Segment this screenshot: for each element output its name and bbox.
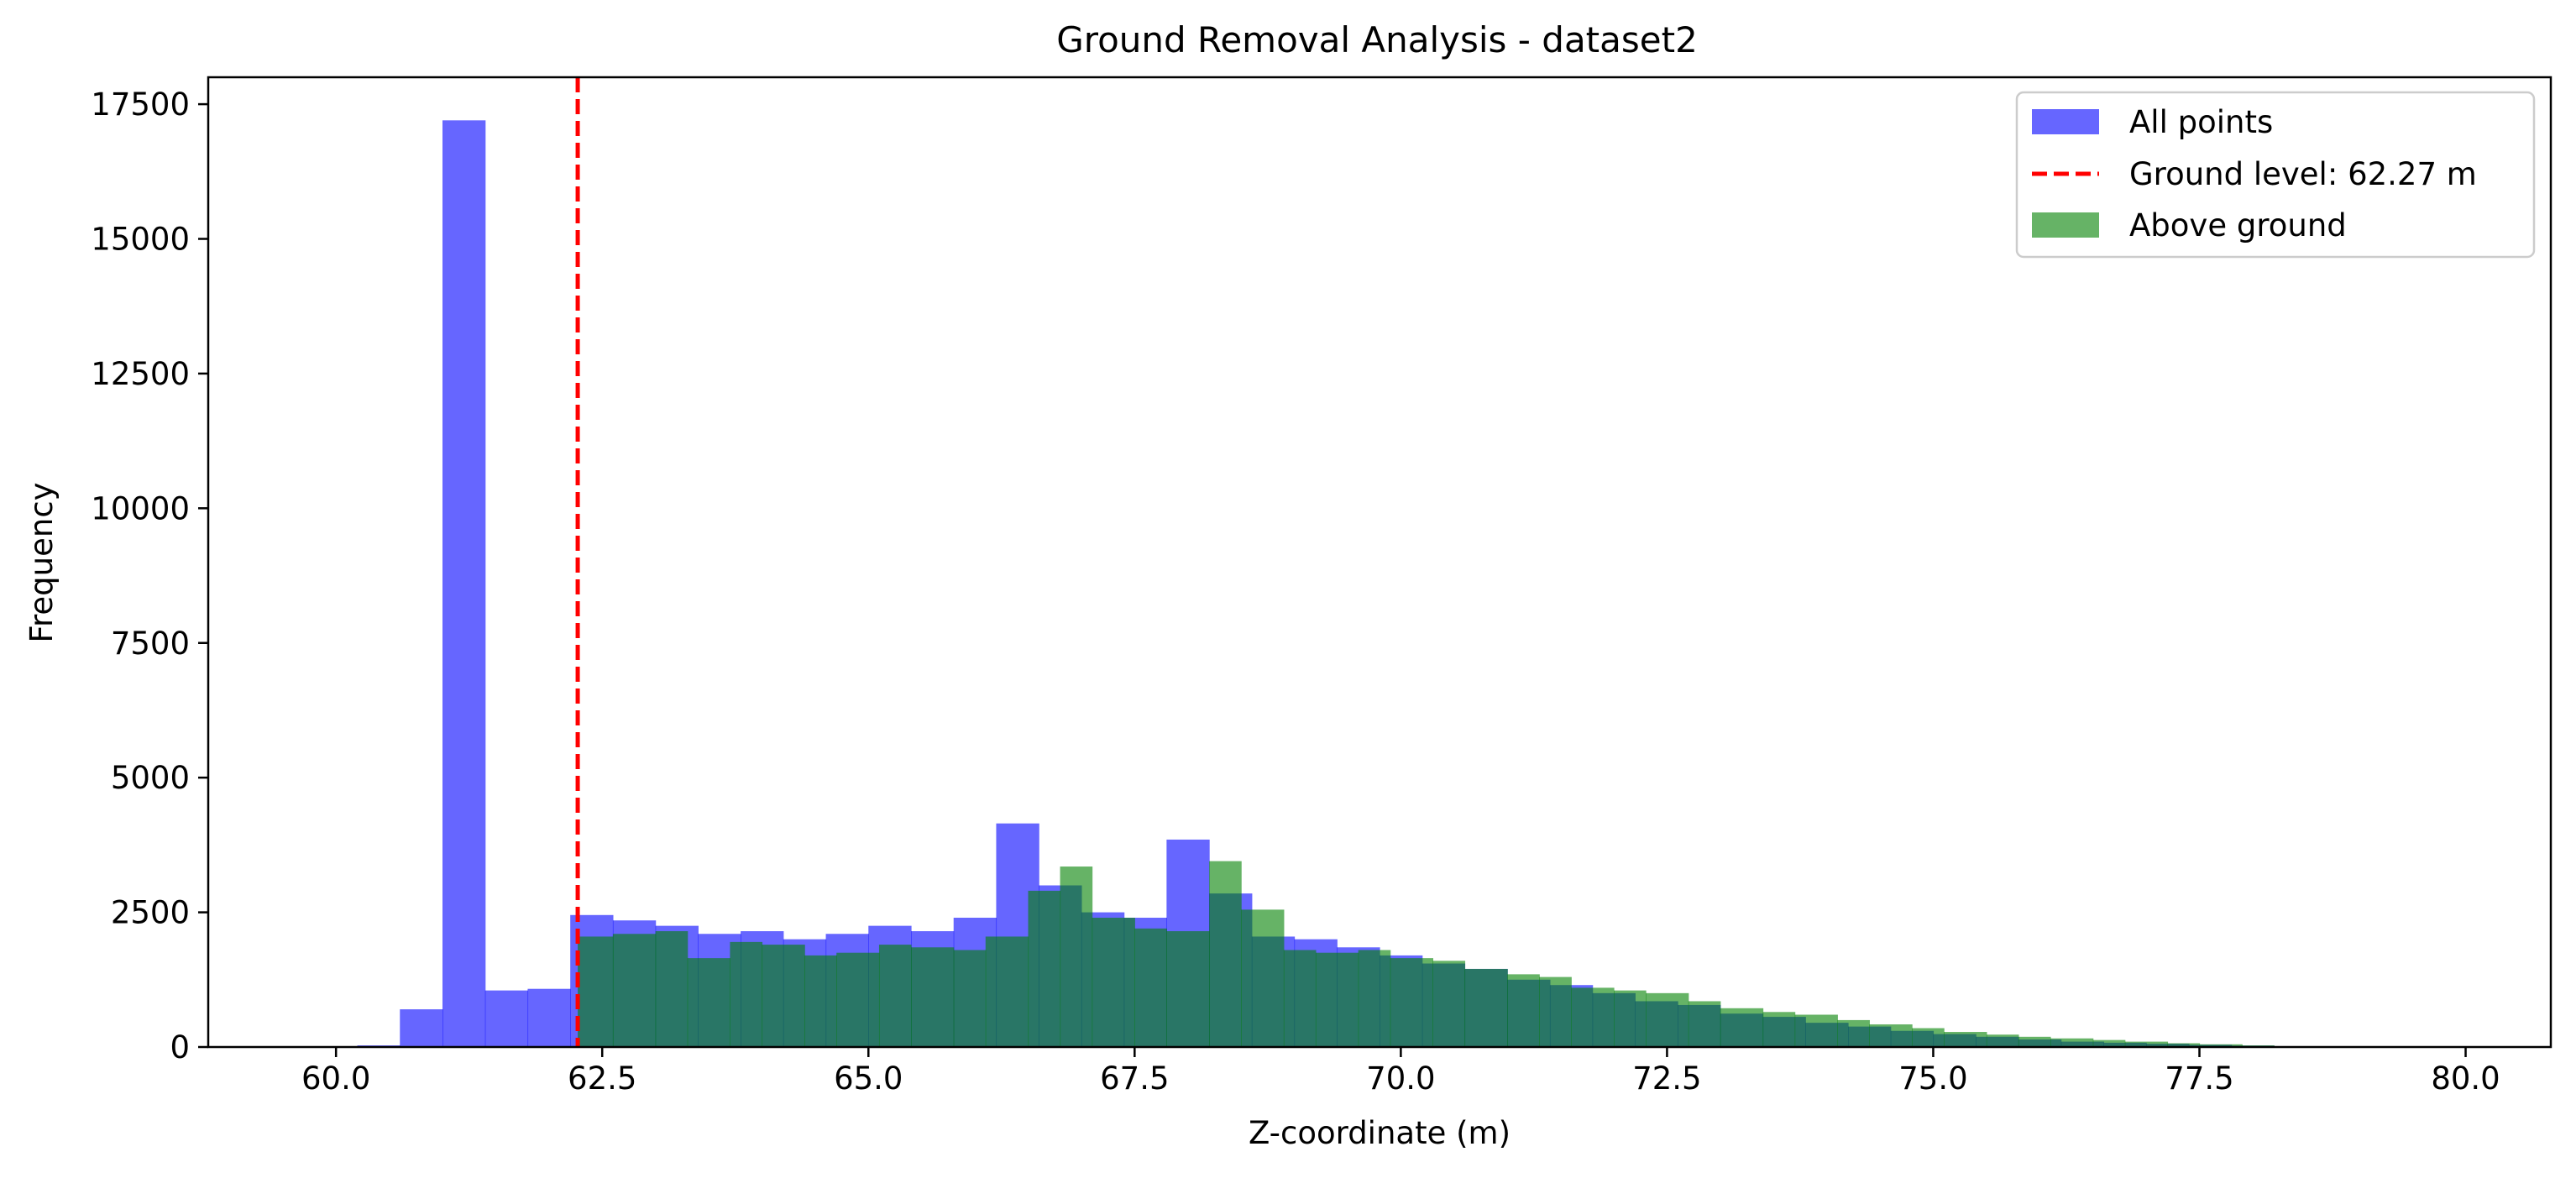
legend-swatch-all-points xyxy=(2032,109,2099,134)
above-ground-bar xyxy=(1432,961,1466,1047)
above-ground-bar xyxy=(1794,1014,1838,1047)
legend-label-all-points: All points xyxy=(2129,104,2273,140)
above-ground-bar xyxy=(2167,1043,2201,1047)
y-axis-ticks: 0 2500 5000 7500 10000 12500 15000 17500 xyxy=(91,86,208,1065)
y-tick-label: 5000 xyxy=(111,760,190,796)
y-tick-label: 15000 xyxy=(91,222,190,258)
y-tick-label: 2500 xyxy=(111,895,190,931)
x-tick-label: 62.5 xyxy=(568,1060,636,1097)
x-tick-label: 72.5 xyxy=(1632,1060,1701,1097)
above-ground-bar xyxy=(1241,909,1285,1047)
above-ground-bar xyxy=(762,945,805,1047)
above-ground-bar xyxy=(1539,976,1572,1047)
above-ground-bar xyxy=(1060,866,1093,1047)
y-tick-label: 0 xyxy=(170,1029,190,1065)
above-ground-bar xyxy=(687,958,731,1047)
above-ground-bar xyxy=(1283,950,1317,1047)
all-points-bar xyxy=(442,120,486,1047)
above-ground-bars xyxy=(578,861,2349,1047)
above-ground-bar xyxy=(578,936,614,1047)
above-ground-bar xyxy=(1092,918,1135,1047)
above-ground-bar xyxy=(1912,1028,1945,1047)
above-ground-bar xyxy=(2050,1038,2094,1047)
x-tick-label: 75.0 xyxy=(1898,1060,1967,1097)
above-ground-bar xyxy=(1358,950,1391,1047)
above-ground-bar xyxy=(878,945,912,1047)
above-ground-bar xyxy=(1390,958,1434,1047)
above-ground-bar xyxy=(1507,974,1540,1047)
above-ground-bar xyxy=(1571,987,1615,1047)
above-ground-bar xyxy=(612,934,657,1047)
above-ground-bar xyxy=(911,947,955,1047)
y-tick-label: 10000 xyxy=(91,490,190,526)
above-ground-bar xyxy=(1464,968,1508,1047)
above-ground-bar xyxy=(2092,1039,2126,1047)
all-points-bar xyxy=(527,988,571,1047)
legend-label-ground-level: Ground level: 62.27 m xyxy=(2129,156,2477,192)
above-ground-bar xyxy=(953,950,987,1047)
x-tick-label: 70.0 xyxy=(1366,1060,1435,1097)
above-ground-bar xyxy=(1028,890,1061,1047)
legend-box xyxy=(2015,91,2536,259)
y-tick-label: 7500 xyxy=(111,626,190,662)
above-ground-bar xyxy=(1134,928,1167,1047)
y-tick-label: 17500 xyxy=(91,86,190,123)
above-ground-bar xyxy=(730,941,763,1047)
above-ground-bar xyxy=(1688,1001,1721,1047)
x-axis-ticks: 60.0 62.5 65.0 67.5 70.0 72.5 75.0 77.5 80.0 xyxy=(301,1047,2500,1097)
x-tick-label: 80.0 xyxy=(2431,1060,2500,1097)
above-ground-bar xyxy=(985,936,1029,1047)
chart-title: Ground Removal Analysis - dataset2 xyxy=(1056,19,1698,60)
y-tick-label: 12500 xyxy=(91,356,190,392)
above-ground-bar xyxy=(836,952,880,1047)
all-points-bar xyxy=(400,1009,443,1047)
above-ground-bar xyxy=(1614,990,1647,1047)
above-ground-bar xyxy=(1837,1019,1870,1047)
above-ground-bar xyxy=(2199,1044,2243,1047)
above-ground-bar xyxy=(1720,1008,1764,1047)
y-axis-label: Frequency xyxy=(24,482,60,642)
above-ground-bar xyxy=(1209,861,1242,1047)
above-ground-bar xyxy=(1646,992,1689,1047)
x-tick-label: 77.5 xyxy=(2165,1060,2233,1097)
all-points-bar xyxy=(484,990,529,1047)
above-ground-bar xyxy=(1315,952,1359,1047)
legend-label-above-ground: Above ground xyxy=(2129,207,2347,243)
above-ground-bar xyxy=(1762,1012,1796,1047)
plot-frame xyxy=(207,76,2552,1049)
above-ground-bar xyxy=(655,931,689,1047)
above-ground-bar xyxy=(1166,931,1210,1047)
x-tick-label: 67.5 xyxy=(1100,1060,1169,1097)
x-axis-label: Z-coordinate (m) xyxy=(1249,1115,1511,1151)
above-ground-bar xyxy=(1986,1034,2019,1047)
above-ground-bar xyxy=(1869,1024,1913,1047)
x-tick-label: 60.0 xyxy=(301,1060,370,1097)
above-ground-bar xyxy=(1944,1032,1987,1047)
legend-swatch-above-ground xyxy=(2032,212,2099,238)
above-ground-bar xyxy=(2018,1036,2051,1047)
x-tick-label: 65.0 xyxy=(834,1060,903,1097)
above-ground-bar xyxy=(804,955,837,1047)
legend: All points Ground level: 62.27 m Above g… xyxy=(2015,91,2536,259)
above-ground-bar xyxy=(2124,1041,2169,1047)
